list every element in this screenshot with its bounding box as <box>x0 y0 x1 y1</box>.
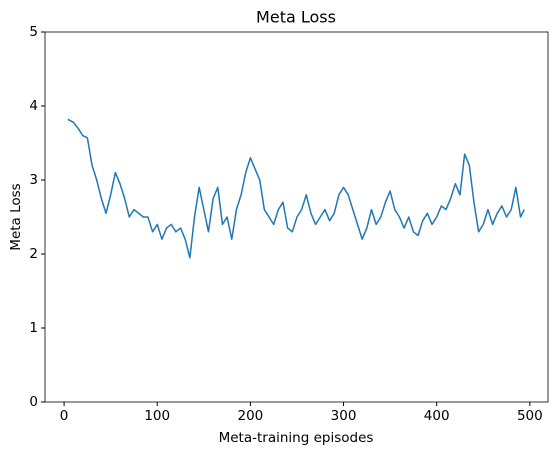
y-tick-label: 1 <box>29 320 38 336</box>
line-series <box>67 118 525 259</box>
y-tick-label: 0 <box>29 394 38 410</box>
y-tick-label: 3 <box>29 172 38 188</box>
plot-frame <box>44 31 549 403</box>
x-tick-label: 300 <box>331 408 357 424</box>
x-tick-label: 400 <box>424 408 450 424</box>
x-tick-label: 200 <box>238 408 264 424</box>
y-axis-label: Meta Loss <box>8 183 24 250</box>
x-tick-label: 100 <box>144 408 170 424</box>
x-axis-label: Meta-training episodes <box>219 430 374 446</box>
chart-title: Meta Loss <box>256 8 336 27</box>
y-tick-label: 4 <box>29 98 38 114</box>
y-tick-label: 2 <box>29 246 38 262</box>
x-tick-label: 0 <box>60 408 69 424</box>
x-tick-label: 500 <box>517 408 543 424</box>
y-tick-label: 5 <box>29 24 38 40</box>
